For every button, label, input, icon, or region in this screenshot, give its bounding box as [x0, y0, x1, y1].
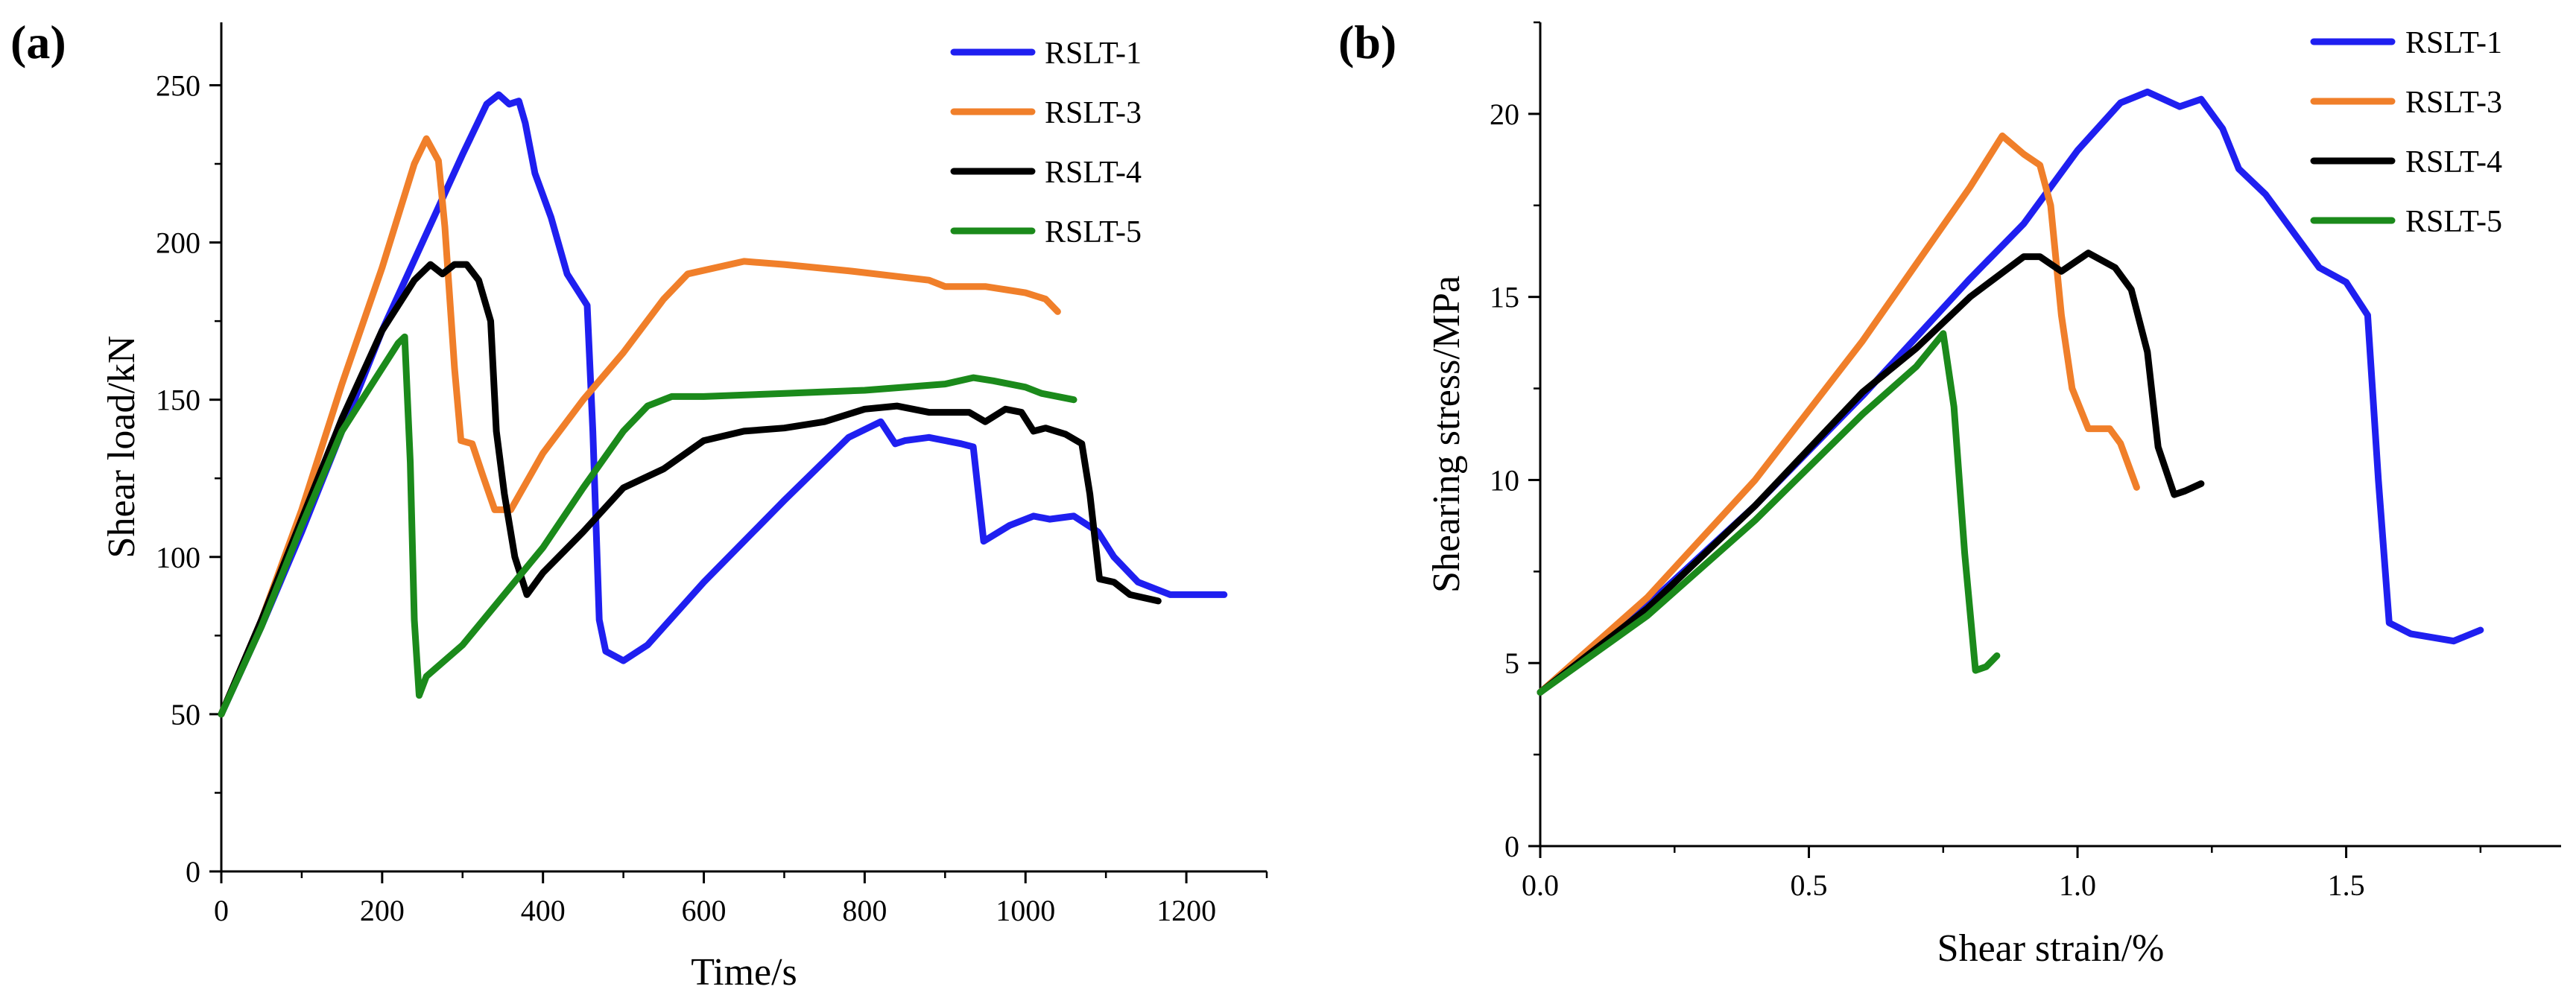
x-tick-label: 1.5 — [2328, 868, 2365, 902]
legend-label: RSLT-1 — [1045, 36, 1142, 71]
legend: RSLT-1 RSLT-3 RSLT-4 RSLT-5 — [2310, 26, 2502, 239]
y-axis-title: Shearing stress/MPa — [1425, 276, 1468, 593]
y-tick-label: 50 — [171, 698, 200, 731]
y-tick-label: 20 — [1490, 98, 1519, 131]
panel-label: (b) — [1338, 16, 1396, 69]
x-tick-label: 1200 — [1156, 894, 1216, 927]
legend-label: RSLT-3 — [2405, 86, 2502, 120]
series-line-rslt-4 — [1537, 250, 2205, 696]
panel-b: (b) 0.0 0.5 1.0 1.5 0 5 10 15 20 Shear strain/% She… — [1338, 16, 2561, 970]
y-tick-label: 10 — [1490, 463, 1519, 497]
legend: RSLT-1 RSLT-3 RSLT-4 RSLT-5 — [950, 36, 1142, 250]
y-tick-label: 150 — [156, 384, 200, 417]
x-axis-title: Shear strain/% — [1937, 927, 2165, 970]
legend-label: RSLT-3 — [1045, 96, 1142, 130]
x-tick-label: 0.5 — [1791, 868, 1828, 902]
series-line-rslt-1 — [1537, 88, 2484, 696]
x-tick-label: 800 — [842, 894, 887, 927]
x-tick-label: 0.0 — [1522, 868, 1559, 902]
x-tick-label: 1.0 — [2059, 868, 2096, 902]
panel-label: (a) — [10, 16, 66, 69]
x-axis-title: Time/s — [691, 951, 797, 994]
y-tick-label: 5 — [1504, 646, 1519, 680]
legend-label: RSLT-4 — [2405, 145, 2502, 179]
y-axis-title: Shear load/kN — [101, 336, 143, 559]
legend-label: RSLT-4 — [1045, 156, 1142, 190]
legend-label: RSLT-5 — [2405, 205, 2502, 239]
x-tick-label: 200 — [360, 894, 405, 927]
x-tick-label: 600 — [682, 894, 727, 927]
y-tick-label: 200 — [156, 226, 200, 260]
series-line-rslt-5 — [1537, 330, 2001, 696]
y-tick-label: 0 — [1504, 830, 1519, 863]
y-tick-label: 0 — [186, 855, 200, 889]
series-line-rslt-3 — [218, 135, 1061, 718]
series-line-rslt-3 — [1537, 132, 2140, 696]
legend-label: RSLT-5 — [1045, 215, 1142, 250]
series-line-rslt-1 — [218, 91, 1228, 718]
y-tick-label: 100 — [156, 541, 200, 574]
x-tick-label: 400 — [521, 894, 566, 927]
series-line-rslt-4 — [218, 261, 1162, 718]
legend-label: RSLT-1 — [2405, 26, 2502, 60]
x-tick-label: 0 — [214, 894, 229, 927]
series-line-rslt-5 — [218, 333, 1077, 718]
y-tick-label: 15 — [1490, 281, 1519, 314]
panel-a: (a) 0 200 400 600 800 1000 1200 0 50 100 150 200 250 T… — [10, 16, 1268, 994]
x-tick-label: 1000 — [996, 894, 1055, 927]
y-tick-label: 250 — [156, 69, 200, 102]
